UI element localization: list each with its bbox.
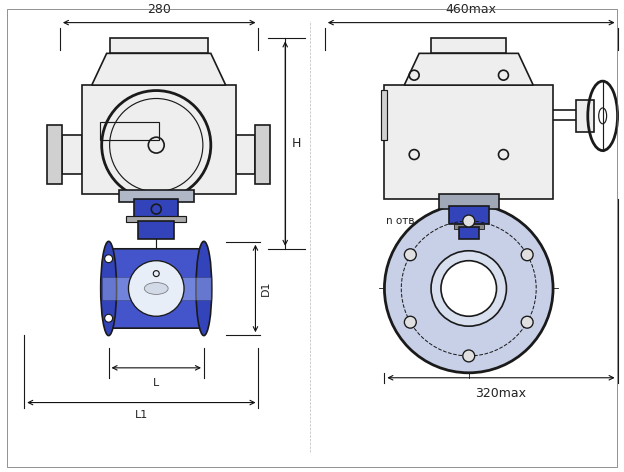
Bar	[134, 199, 178, 219]
Circle shape	[129, 261, 184, 316]
Circle shape	[463, 215, 475, 227]
Bar	[384, 85, 553, 199]
Bar	[381, 90, 388, 140]
Text: L: L	[153, 378, 159, 388]
Polygon shape	[62, 135, 82, 174]
Circle shape	[384, 204, 553, 373]
Bar	[454, 224, 484, 229]
Text: D1: D1	[260, 281, 270, 296]
Ellipse shape	[100, 241, 117, 336]
Bar	[139, 221, 174, 239]
Circle shape	[431, 251, 507, 326]
Polygon shape	[107, 249, 206, 328]
Text: 320max: 320max	[475, 387, 527, 400]
Bar	[82, 85, 236, 194]
Circle shape	[441, 261, 497, 316]
Circle shape	[463, 350, 475, 362]
Text: H: H	[292, 137, 301, 150]
Circle shape	[521, 316, 533, 328]
Ellipse shape	[196, 241, 212, 336]
Circle shape	[404, 249, 416, 261]
Text: D2: D2	[524, 301, 540, 312]
Bar	[449, 206, 489, 224]
Bar	[459, 227, 479, 239]
Bar	[102, 277, 211, 300]
Text: n отв. d: n отв. d	[386, 216, 428, 226]
Bar	[255, 125, 270, 184]
Bar	[127, 216, 186, 222]
Bar	[110, 39, 208, 53]
Circle shape	[105, 314, 112, 322]
Bar	[119, 190, 194, 202]
Circle shape	[105, 255, 112, 263]
Text: L1: L1	[135, 411, 148, 421]
Bar	[439, 194, 499, 209]
Ellipse shape	[144, 283, 168, 295]
Bar	[100, 122, 159, 140]
Circle shape	[521, 249, 533, 261]
Polygon shape	[92, 53, 226, 85]
Bar	[576, 100, 594, 132]
Text: 460max: 460max	[446, 3, 497, 16]
Polygon shape	[404, 53, 534, 85]
Bar	[47, 125, 62, 184]
Bar	[431, 39, 507, 53]
Circle shape	[404, 316, 416, 328]
Text: 280: 280	[147, 3, 171, 16]
Polygon shape	[236, 135, 255, 174]
